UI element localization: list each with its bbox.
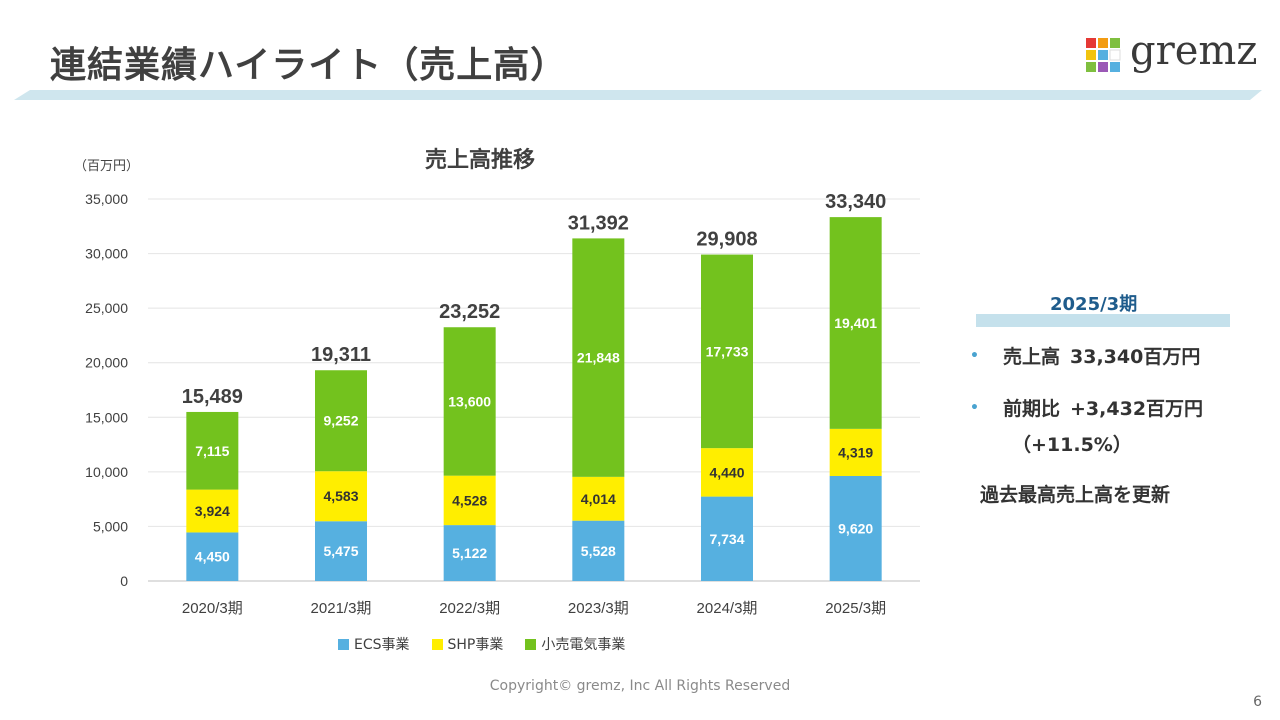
bar-data-label: 17,733 (706, 343, 749, 359)
copyright-footer: Copyright© gremz, Inc All Rights Reserve… (489, 678, 791, 694)
side-yoy-percent: （+11.5%） (1012, 434, 1132, 456)
side-bullet-yoy-label: 前期比 (1003, 398, 1061, 420)
bar-segment (701, 254, 753, 449)
bar-total-label: 33,340 (825, 191, 886, 213)
bar-data-label: 3,924 (195, 503, 230, 519)
company-logo: gremz (1086, 28, 1257, 80)
bar-data-label: 7,734 (709, 531, 744, 547)
bar-segment (701, 448, 753, 497)
bar-segment (315, 370, 367, 472)
bar-total-label: 19,311 (311, 344, 371, 366)
bar-segment (186, 532, 239, 581)
bar-data-label: 7,115 (195, 443, 229, 459)
bar-segment (829, 476, 882, 581)
y-tick-label: 15,000 (85, 409, 128, 425)
legend-swatch-ecs (338, 638, 349, 650)
bar-data-label: 4,440 (709, 464, 744, 480)
side-bullet-yoy: • 前期比 +3,432百万円 (970, 394, 1203, 421)
bar-data-label: 4,583 (323, 488, 358, 504)
legend-label-retail: 小売電気事業 (541, 637, 626, 653)
bar-segment (829, 217, 882, 429)
bullet-dot-icon: • (970, 347, 979, 364)
legend-swatch-shp (431, 638, 443, 650)
title-underline-band (14, 90, 1262, 100)
bar-total-label: 29,908 (696, 229, 757, 251)
bar-data-label: 5,475 (323, 543, 358, 559)
x-tick-label: 2020/3期 (182, 600, 243, 617)
bar-segment (315, 521, 367, 581)
legend-item-retail: 小売電気事業 (525, 634, 625, 654)
bar-data-label: 4,014 (581, 491, 616, 507)
x-tick-label: 2023/3期 (568, 600, 629, 617)
legend-label-shp: SHP事業 (447, 637, 504, 653)
y-tick-label: 0 (120, 573, 128, 589)
logo-mark-icon (1086, 38, 1121, 72)
bar-data-label: 9,252 (323, 413, 358, 429)
bar-data-label: 4,528 (452, 492, 487, 508)
bar-segment (572, 520, 625, 581)
legend-item-shp: SHP事業 (431, 634, 504, 654)
bar-segment (315, 471, 367, 522)
bar-total-label: 23,252 (439, 301, 500, 323)
bar-data-label: 9,620 (838, 521, 873, 537)
slide-title: 連結業績ハイライト（売上高） (50, 45, 568, 86)
bar-segment (443, 475, 496, 526)
page-number: 6 (1253, 694, 1262, 710)
bar-data-label: 13,600 (448, 393, 491, 409)
bullet-dot-icon: • (970, 399, 979, 416)
y-tick-label: 25,000 (85, 300, 128, 316)
bar-data-label: 4,319 (838, 444, 873, 460)
side-bullet-sales: • 売上高 33,340百万円 (970, 342, 1200, 369)
legend-label-ecs: ECS事業 (354, 637, 410, 653)
y-axis-unit: （百万円） (74, 159, 140, 174)
chart-title: 売上高推移 (425, 148, 536, 173)
bar-data-label: 19,401 (834, 315, 877, 331)
y-tick-label: 5,000 (93, 518, 128, 534)
bar-segment (443, 327, 496, 476)
bar-segment (572, 476, 625, 521)
bar-segment (829, 428, 882, 477)
y-tick-label: 35,000 (85, 191, 128, 207)
y-tick-label: 20,000 (85, 355, 128, 371)
bar-segment (186, 411, 239, 490)
side-panel-note: 過去最高売上高を更新 (980, 484, 1171, 506)
side-bullet-yoy-value: +3,432百万円 (1070, 398, 1204, 420)
side-bullet-sales-label: 売上高 (1003, 346, 1061, 368)
bar-total-label: 15,489 (182, 386, 243, 408)
bar-data-label: 4,450 (195, 549, 230, 565)
bar-data-label: 5,122 (452, 545, 487, 561)
legend-item-ecs: ECS事業 (338, 634, 410, 654)
x-tick-label: 2022/3期 (439, 600, 500, 617)
bar-data-label: 21,848 (577, 350, 620, 366)
y-tick-label: 10,000 (85, 464, 128, 480)
bar-total-label: 31,392 (568, 212, 629, 234)
side-panel-heading: 2025/3期 (1050, 294, 1138, 315)
side-panel-heading-band (976, 314, 1230, 327)
bar-segment (701, 496, 753, 581)
bar-segment (572, 238, 625, 477)
bar-segment (443, 525, 496, 581)
logo-text: gremz (1130, 28, 1258, 74)
legend-swatch-retail (525, 638, 537, 650)
x-tick-label: 2025/3期 (825, 600, 886, 617)
y-tick-label: 30,000 (85, 246, 128, 262)
x-tick-label: 2021/3期 (311, 600, 372, 617)
bar-data-label: 5,528 (581, 543, 616, 559)
chart-legend: ECS事業 SHP事業 小売電気事業 (338, 634, 625, 654)
bar-segment (186, 489, 239, 533)
x-tick-label: 2024/3期 (697, 600, 758, 617)
side-bullet-sales-value: 33,340百万円 (1070, 346, 1201, 368)
